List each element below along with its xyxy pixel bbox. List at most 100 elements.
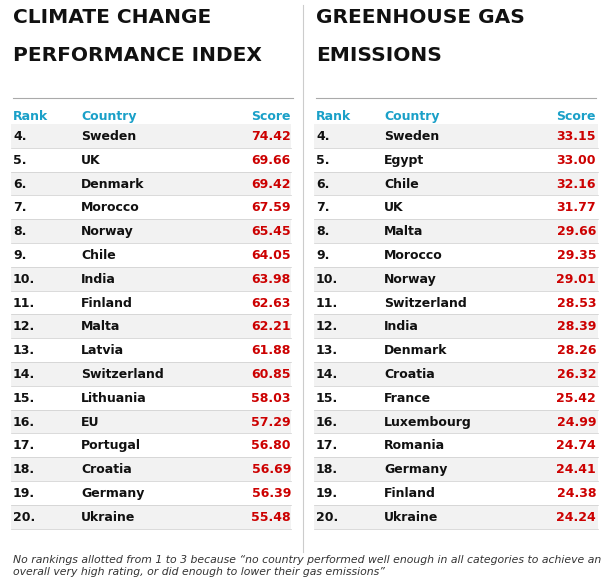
Text: Germany: Germany — [384, 463, 447, 476]
Text: UK: UK — [384, 201, 404, 215]
Text: 55.48: 55.48 — [251, 511, 291, 524]
Text: Finland: Finland — [81, 297, 133, 310]
Text: 57.29: 57.29 — [251, 415, 291, 429]
Text: CLIMATE CHANGE: CLIMATE CHANGE — [13, 8, 211, 27]
Text: 62.21: 62.21 — [251, 320, 291, 334]
Text: Sweden: Sweden — [384, 130, 439, 143]
Text: 17.: 17. — [316, 440, 338, 452]
Text: 5.: 5. — [316, 154, 330, 167]
Text: 9.: 9. — [13, 249, 27, 262]
Text: 7.: 7. — [316, 201, 330, 215]
Text: 16.: 16. — [13, 415, 35, 429]
Text: 5.: 5. — [13, 154, 27, 167]
Text: 58.03: 58.03 — [251, 392, 291, 405]
Text: 8.: 8. — [316, 225, 330, 238]
Text: 29.35: 29.35 — [556, 249, 596, 262]
Text: Sweden: Sweden — [81, 130, 136, 143]
Text: 24.74: 24.74 — [556, 440, 596, 452]
Text: 19.: 19. — [13, 487, 35, 500]
Text: 29.66: 29.66 — [557, 225, 596, 238]
Text: Switzerland: Switzerland — [81, 368, 164, 381]
Text: 11.: 11. — [13, 297, 35, 310]
Text: Denmark: Denmark — [384, 344, 447, 357]
Text: 25.42: 25.42 — [556, 392, 596, 405]
Text: 32.16: 32.16 — [556, 178, 596, 190]
Text: 56.69: 56.69 — [251, 463, 291, 476]
Text: Ukraine: Ukraine — [384, 511, 438, 524]
Text: Malta: Malta — [384, 225, 424, 238]
Bar — [11, 219, 291, 243]
Text: 69.66: 69.66 — [251, 154, 291, 167]
Text: France: France — [384, 392, 431, 405]
Text: 69.42: 69.42 — [251, 178, 291, 190]
Text: 12.: 12. — [316, 320, 338, 334]
Bar — [11, 124, 291, 148]
Text: 15.: 15. — [13, 392, 35, 405]
Text: 26.32: 26.32 — [556, 368, 596, 381]
Text: Finland: Finland — [384, 487, 436, 500]
Text: India: India — [81, 273, 116, 286]
Text: 31.77: 31.77 — [556, 201, 596, 215]
Text: 17.: 17. — [13, 440, 35, 452]
Text: 24.41: 24.41 — [556, 463, 596, 476]
Text: 29.01: 29.01 — [556, 273, 596, 286]
Text: 56.80: 56.80 — [251, 440, 291, 452]
Text: 63.98: 63.98 — [251, 273, 291, 286]
Text: 4.: 4. — [316, 130, 330, 143]
Text: Denmark: Denmark — [81, 178, 144, 190]
Text: 13.: 13. — [13, 344, 35, 357]
Bar — [314, 124, 598, 148]
Text: Portugal: Portugal — [81, 440, 141, 452]
Text: Lithuania: Lithuania — [81, 392, 147, 405]
Text: Country: Country — [81, 110, 136, 123]
Bar — [314, 505, 598, 529]
Text: 28.39: 28.39 — [557, 320, 596, 334]
Text: 33.15: 33.15 — [556, 130, 596, 143]
Text: 16.: 16. — [316, 415, 338, 429]
Text: 9.: 9. — [316, 249, 330, 262]
Text: Switzerland: Switzerland — [384, 297, 467, 310]
Text: 19.: 19. — [316, 487, 338, 500]
Text: UK: UK — [81, 154, 101, 167]
Text: EMISSIONS: EMISSIONS — [316, 46, 442, 65]
Text: 8.: 8. — [13, 225, 27, 238]
Text: 20.: 20. — [316, 511, 338, 524]
Text: PERFORMANCE INDEX: PERFORMANCE INDEX — [13, 46, 262, 65]
Text: Luxembourg: Luxembourg — [384, 415, 471, 429]
Text: 6.: 6. — [316, 178, 330, 190]
Bar — [314, 267, 598, 291]
Bar — [11, 267, 291, 291]
Text: 24.24: 24.24 — [556, 511, 596, 524]
Text: Romania: Romania — [384, 440, 445, 452]
Text: 13.: 13. — [316, 344, 338, 357]
Text: 15.: 15. — [316, 392, 338, 405]
Text: 6.: 6. — [13, 178, 27, 190]
Text: 10.: 10. — [13, 273, 35, 286]
Text: Rank: Rank — [13, 110, 48, 123]
Text: Score: Score — [556, 110, 596, 123]
Text: 64.05: 64.05 — [251, 249, 291, 262]
Text: GREENHOUSE GAS: GREENHOUSE GAS — [316, 8, 525, 27]
Text: 18.: 18. — [316, 463, 338, 476]
Text: 65.45: 65.45 — [251, 225, 291, 238]
Text: Egypt: Egypt — [384, 154, 424, 167]
Bar — [11, 410, 291, 433]
Text: 4.: 4. — [13, 130, 27, 143]
Text: Country: Country — [384, 110, 439, 123]
Text: 74.42: 74.42 — [251, 130, 291, 143]
Text: 24.99: 24.99 — [556, 415, 596, 429]
Bar — [11, 457, 291, 481]
Bar — [11, 505, 291, 529]
Text: Latvia: Latvia — [81, 344, 124, 357]
Text: 56.39: 56.39 — [251, 487, 291, 500]
Text: EU: EU — [81, 415, 99, 429]
Text: 28.53: 28.53 — [556, 297, 596, 310]
Text: 61.88: 61.88 — [251, 344, 291, 357]
Text: 33.00: 33.00 — [556, 154, 596, 167]
Text: India: India — [384, 320, 419, 334]
Text: 18.: 18. — [13, 463, 35, 476]
Text: Malta: Malta — [81, 320, 121, 334]
Text: Chile: Chile — [81, 249, 116, 262]
Text: Croatia: Croatia — [384, 368, 435, 381]
Text: 24.38: 24.38 — [556, 487, 596, 500]
